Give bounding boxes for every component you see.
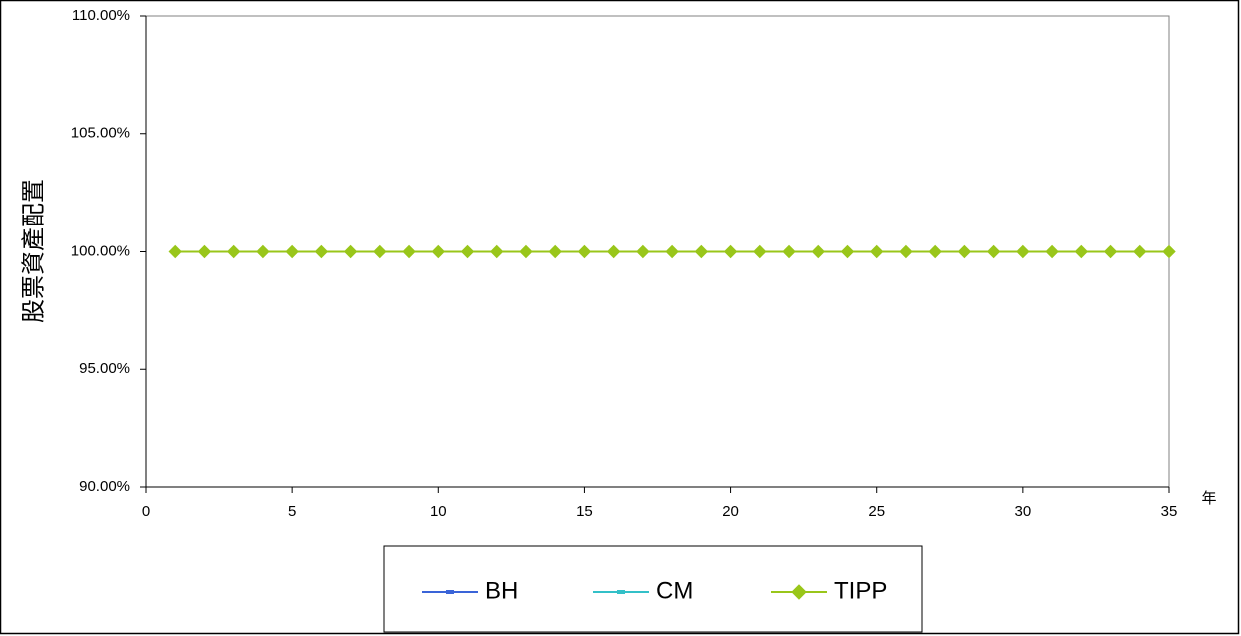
- x-tick-label: 5: [288, 503, 296, 520]
- data-point: [519, 244, 533, 259]
- data-point: [636, 244, 650, 259]
- data-point: [490, 244, 504, 259]
- x-tick-label: 30: [1015, 503, 1032, 520]
- legend-marker: [617, 590, 625, 594]
- legend-item-cm: CM: [593, 577, 693, 604]
- data-point: [168, 244, 182, 259]
- data-point: [1103, 244, 1118, 259]
- x-tick-label: 10: [430, 503, 447, 520]
- data-point: [256, 244, 270, 259]
- data-point: [577, 244, 592, 259]
- series-tipp: [168, 244, 1176, 259]
- data-point: [402, 244, 416, 259]
- legend-label: BH: [485, 577, 518, 604]
- data-point: [723, 244, 738, 259]
- data-point: [343, 244, 358, 259]
- data-point: [1162, 244, 1176, 259]
- data-point: [928, 244, 942, 259]
- legend-marker: [446, 590, 454, 594]
- legend-item-tipp: TIPP: [771, 577, 887, 604]
- data-point: [811, 244, 825, 259]
- series-layer: [168, 244, 1176, 259]
- data-point: [197, 244, 212, 259]
- data-point: [226, 244, 241, 259]
- x-tick-label: 35: [1161, 503, 1178, 520]
- data-point: [986, 244, 1001, 259]
- x-tick-label: 20: [722, 503, 739, 520]
- x-axis-title: 年: [1201, 490, 1216, 507]
- legend: BH CM TIPP: [383, 545, 923, 633]
- data-point: [1016, 244, 1030, 259]
- legend-box: [383, 545, 923, 633]
- data-point: [753, 244, 767, 259]
- legend-item-bh: BH: [422, 577, 518, 604]
- legend-marker: [791, 584, 807, 600]
- data-point: [548, 244, 562, 259]
- legend-label: TIPP: [834, 577, 887, 604]
- x-tick-label: 25: [868, 503, 885, 520]
- y-tick-label: 95.00%: [79, 360, 130, 377]
- x-tick-label: 0: [142, 503, 150, 520]
- data-point: [431, 244, 445, 259]
- y-axis-title: 股票資產配置: [20, 179, 47, 323]
- data-point: [314, 244, 329, 259]
- data-point: [870, 244, 884, 259]
- y-tick-label: 100.00%: [71, 242, 130, 259]
- x-tick-label: 15: [576, 503, 593, 520]
- data-point: [285, 244, 299, 259]
- y-tick-label: 105.00%: [71, 125, 130, 142]
- data-point: [373, 244, 387, 259]
- data-point: [694, 244, 709, 259]
- y-axis-ticks: 90.00% 95.00% 100.00% 105.00% 110.00%: [71, 7, 146, 495]
- data-point: [665, 244, 679, 259]
- data-point: [782, 244, 796, 259]
- y-tick-label: 90.00%: [79, 478, 130, 495]
- data-point: [957, 244, 972, 259]
- data-point: [606, 244, 621, 259]
- data-point: [460, 244, 475, 259]
- data-point: [899, 244, 913, 259]
- data-point: [1045, 244, 1059, 259]
- legend-label: CM: [656, 577, 693, 604]
- data-point: [1074, 244, 1089, 259]
- x-axis-ticks: 0 5 10 15 20 25 30 35: [142, 487, 1178, 520]
- data-point: [840, 244, 855, 259]
- y-tick-label: 110.00%: [72, 7, 130, 24]
- data-point: [1133, 244, 1147, 259]
